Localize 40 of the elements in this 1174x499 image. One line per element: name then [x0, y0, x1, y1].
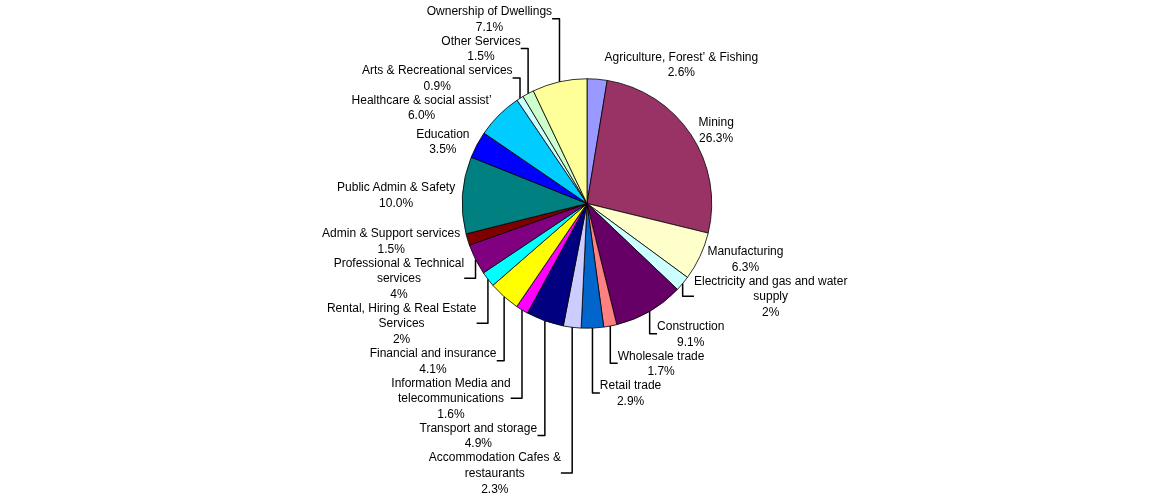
data-label: 2.9% — [616, 393, 645, 408]
data-label: 2% — [392, 331, 411, 346]
slice-label: Construction — [657, 318, 725, 333]
slice-label: Rental, Hiring & Real Estate Services — [326, 300, 477, 331]
data-label: 4.1% — [419, 361, 448, 376]
slice-label: Professional & Technical services — [333, 255, 465, 286]
slice-label: Healthcare & social assist’ — [351, 92, 492, 107]
slice-label: Public Admin & Safety — [337, 180, 456, 195]
slice-label: Transport and storage — [419, 420, 538, 435]
data-label: 2.6% — [667, 65, 696, 80]
slice-label: Mining — [698, 115, 734, 130]
slice-label: Financial and insurance — [369, 345, 497, 360]
data-label: 2.3% — [481, 481, 509, 496]
slice-label: Accommodation Cafes & restaurants — [428, 450, 561, 480]
data-label: 1.7% — [647, 364, 676, 379]
slice-label: Ownership of Dwellings — [426, 4, 553, 19]
slice-label: Education — [416, 126, 470, 141]
slice-label: Agriculture, Forest’ & Fishing — [604, 49, 759, 64]
data-label: 2% — [761, 304, 780, 319]
data-label: 1.6% — [437, 406, 465, 421]
data-label: 3.5% — [429, 142, 457, 157]
data-label: 6.0% — [407, 108, 436, 123]
slice-label: Retail trade — [599, 378, 662, 393]
data-label: 1.5% — [377, 241, 406, 256]
slice-label: Information Media and telecommunications — [391, 375, 511, 406]
slice-label: Admin & Support services — [322, 225, 461, 240]
slice-label: Wholesale trade — [617, 348, 705, 363]
data-label: 26.3% — [699, 131, 734, 146]
data-label: 4.9% — [464, 436, 493, 451]
data-label: 0.9% — [423, 78, 452, 93]
slice-label: Arts & Recreational services — [361, 63, 513, 78]
data-label: 4% — [390, 286, 408, 301]
slice-label: Other Services — [441, 33, 521, 48]
data-label: 1.5% — [467, 49, 496, 64]
data-label: 6.3% — [731, 259, 760, 274]
data-label: 7.1% — [475, 19, 504, 34]
slice-label: Electricity and gas and water supply — [693, 273, 848, 304]
slice-label: Manufacturing — [707, 244, 784, 259]
data-label: 9.1% — [677, 334, 705, 349]
data-label: 10.0% — [379, 195, 414, 210]
